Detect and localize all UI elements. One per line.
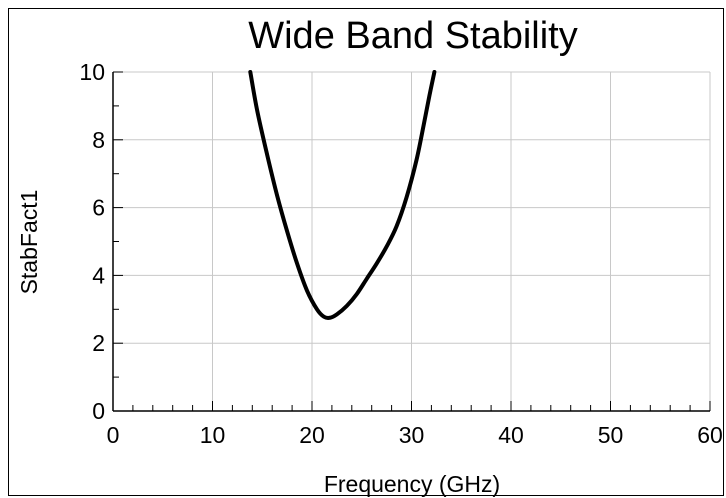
x-tick-label: 0 [107, 422, 120, 448]
chart-frame [8, 8, 724, 496]
y-tick-label: 4 [92, 262, 105, 288]
x-axis-label: Frequency (GHz) [324, 471, 500, 497]
plot-area [248, 70, 437, 320]
x-tick-label: 50 [598, 422, 624, 448]
x-tick-label: 20 [299, 422, 325, 448]
x-tick-label: 60 [697, 422, 723, 448]
y-tick-label: 10 [79, 59, 105, 85]
y-axis-label: StabFact1 [16, 190, 42, 295]
grid-lines [112, 71, 711, 412]
x-tick-label: 40 [498, 422, 524, 448]
x-tick-label: 10 [200, 422, 226, 448]
x-tick-label: 30 [399, 422, 425, 448]
y-tick-label: 2 [92, 330, 105, 356]
y-tick-label: 6 [92, 195, 105, 221]
y-tick-label: 0 [92, 398, 105, 424]
axis-ticks: 0 10 20 30 40 50 60 0 2 4 6 8 10 [79, 59, 722, 448]
series-line [248, 70, 437, 320]
y-tick-label: 8 [92, 127, 105, 153]
chart-title: Wide Band Stability [248, 15, 578, 57]
